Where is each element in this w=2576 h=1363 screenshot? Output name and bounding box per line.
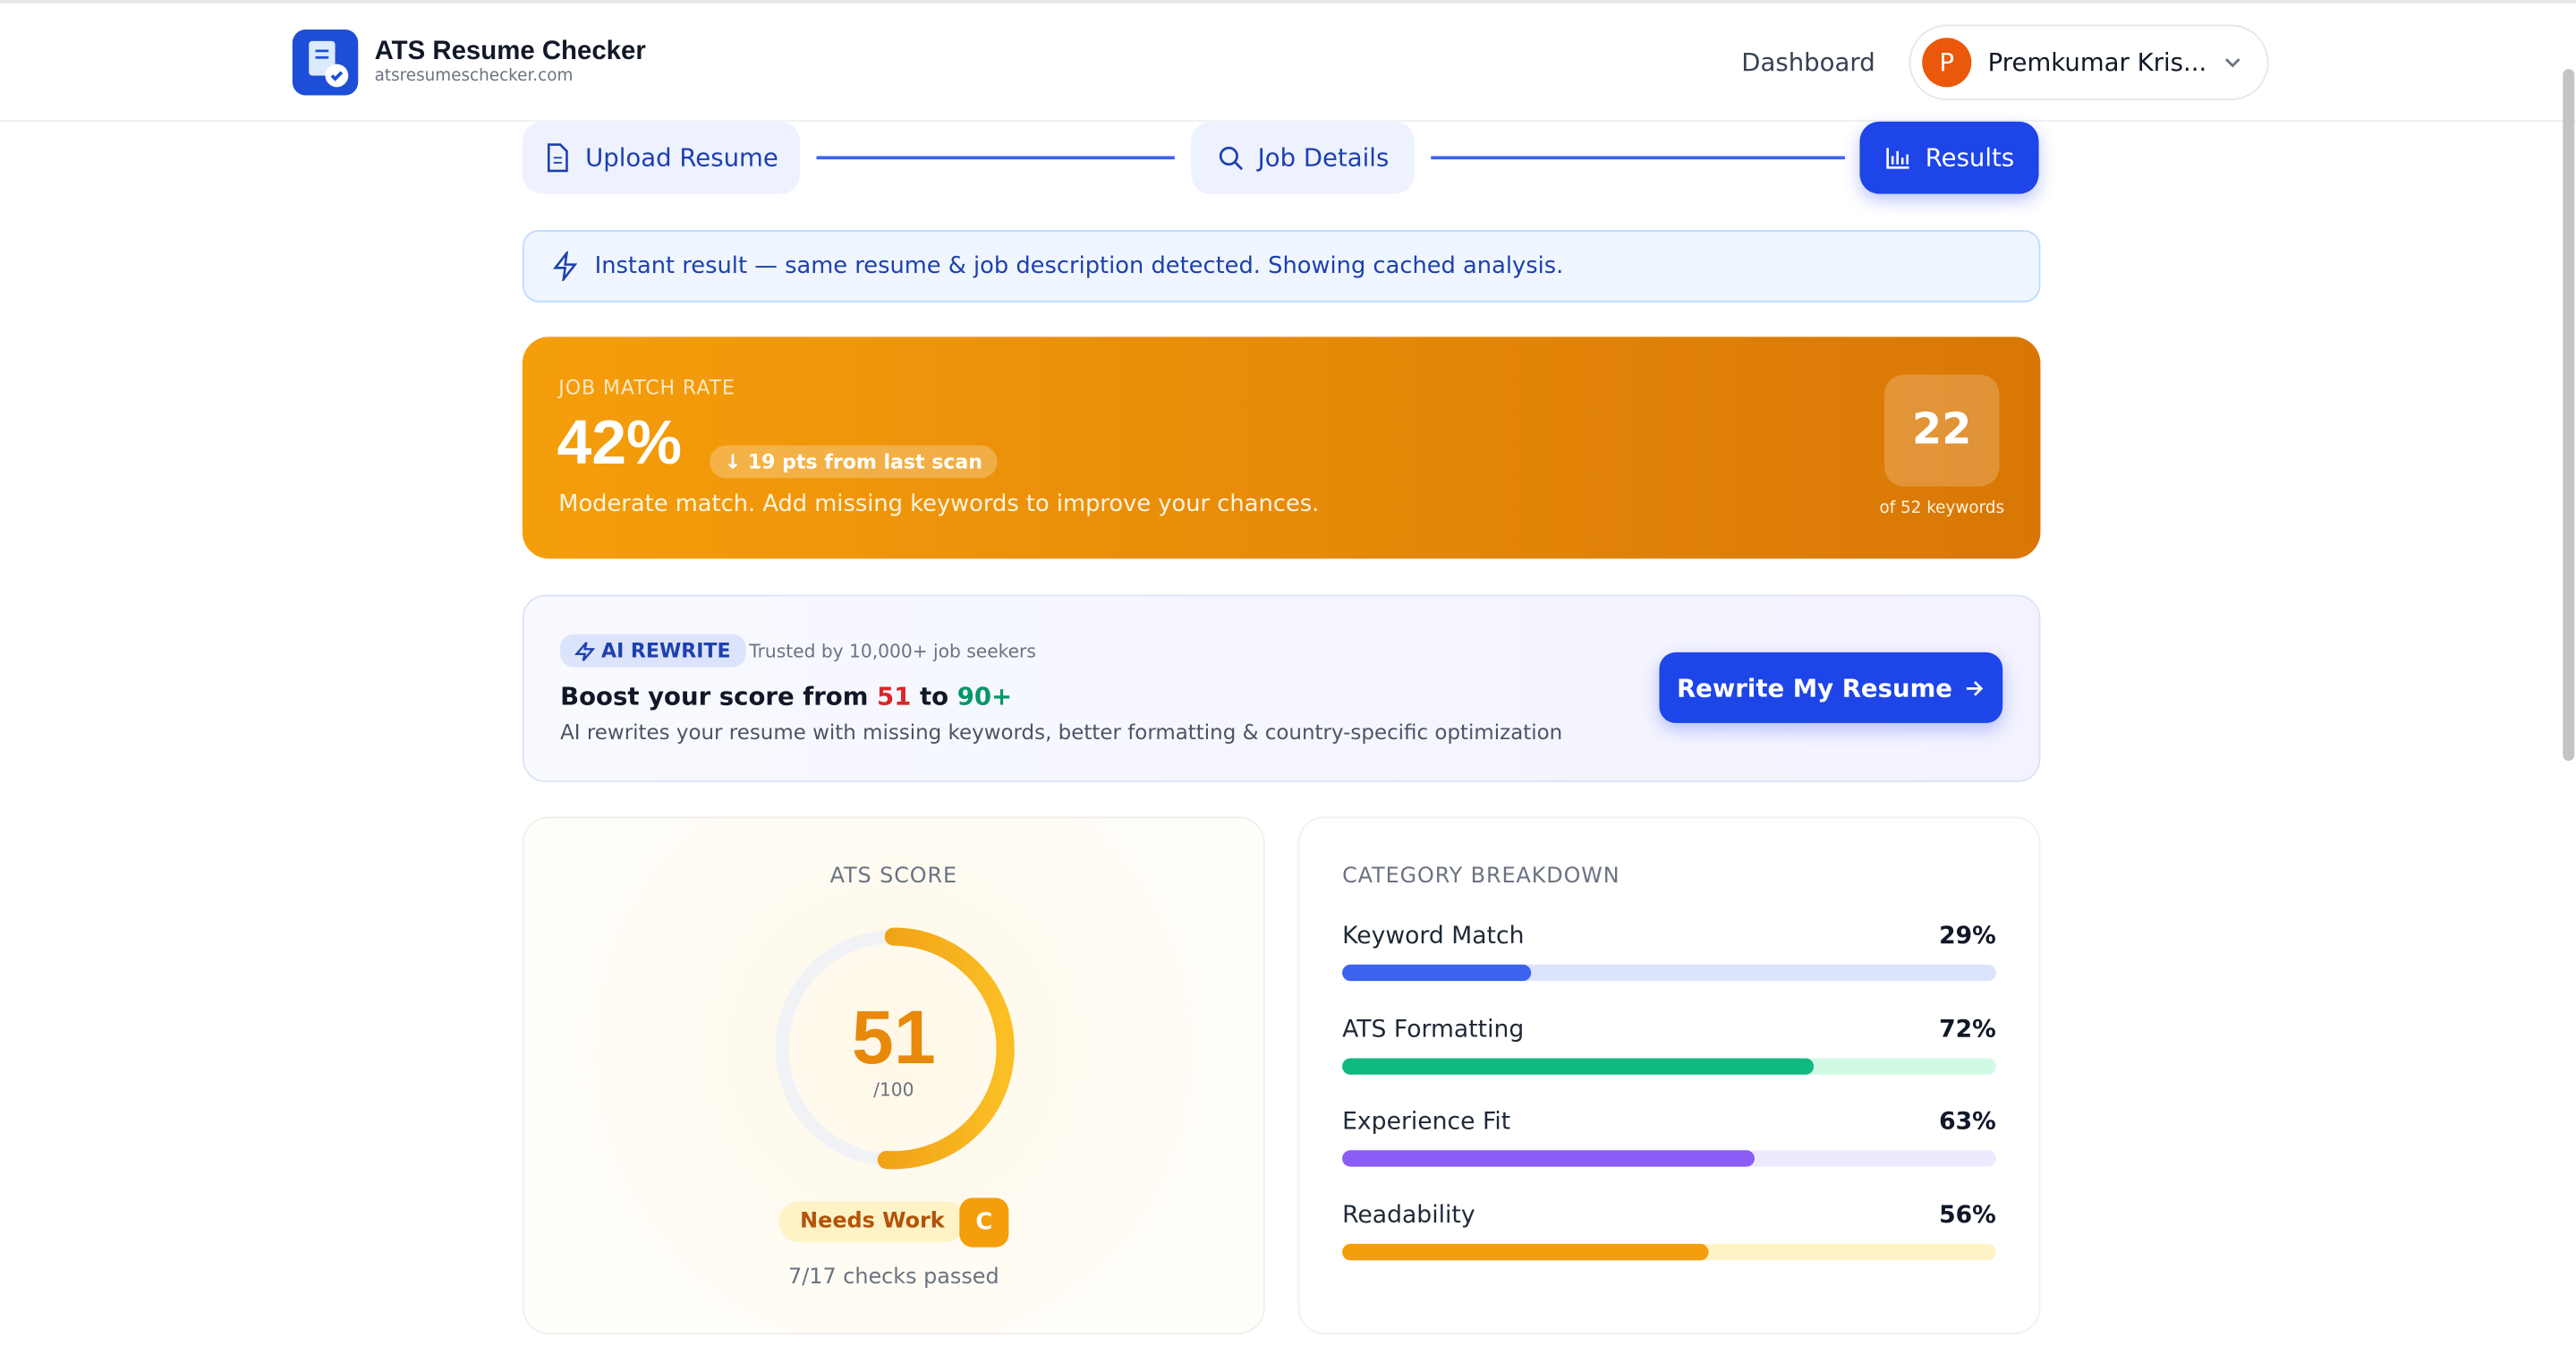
category-value: 29% (1939, 923, 1996, 950)
arrow (1967, 680, 1984, 695)
match-rate: 42% (557, 409, 683, 479)
bar (1342, 1243, 1709, 1260)
step-job[interactable]: Job Details (1191, 121, 1415, 194)
button-text: Rewrite My Resume (1676, 672, 1952, 703)
category-value: 56% (1939, 1202, 1996, 1229)
step-connector (816, 156, 1175, 160)
bar-track (1342, 1150, 1996, 1167)
breakdown-title: CATEGORY BREAKDOWN (1342, 864, 1620, 890)
scrollbar[interactable] (2563, 69, 2575, 762)
bar-track (1342, 1243, 1996, 1260)
icon (548, 143, 569, 173)
category-value: 63% (1939, 1109, 1996, 1136)
match-message: Moderate match. Add missing keywords to … (558, 490, 1320, 518)
ats-score: 51 (851, 993, 936, 1080)
category-name: ATS Formatting (1342, 1016, 1525, 1044)
bar (1342, 964, 1532, 982)
user-name: Premkumar Kris... (1987, 47, 2207, 78)
brand-domain: atsresumeschecker.com (374, 67, 574, 86)
logo-icon (309, 40, 349, 88)
text: Boost your score from (560, 681, 869, 712)
keywords-total: of 52 keywords (1879, 499, 2005, 518)
rewrite-card: AI REWRITE Trusted by 10,000+ job seeker… (522, 594, 2041, 782)
score-to: 90+ (956, 681, 1013, 712)
avatar: P (1922, 38, 1972, 88)
nav-dashboard[interactable]: Dashboard (1741, 47, 1875, 78)
ats-title: ATS SCORE (829, 864, 958, 890)
breakdown-card: CATEGORY BREAKDOWN Keyword Match 29% ATS F… (1297, 816, 2041, 1334)
top-edge (0, 0, 2576, 4)
ats-max: /100 (873, 1079, 914, 1102)
headline: Boost your score from 51 to 90+ (560, 682, 1012, 711)
rewrite-button[interactable]: Rewrite My Resume (1659, 652, 2003, 723)
step-connector (1431, 156, 1845, 160)
icon (1219, 146, 1243, 171)
bar-track (1342, 1057, 1996, 1074)
gauge-arc (772, 927, 1015, 1170)
user-menu[interactable]: P Premkumar Kris... (1909, 24, 2269, 101)
notice: Instant result — same resume & job descr… (522, 230, 2041, 302)
category-name: Keyword Match (1342, 923, 1525, 950)
grade: C (959, 1197, 1009, 1248)
score-from: 51 (877, 681, 912, 712)
icon (1886, 148, 1909, 169)
bar-track (1342, 964, 1996, 982)
bar (1342, 1057, 1814, 1074)
bolt (552, 251, 578, 281)
header-border (0, 120, 2576, 122)
step-label: Job Details (1257, 142, 1390, 173)
match-label: JOB MATCH RATE (558, 376, 735, 400)
category-value: 72% (1939, 1016, 1996, 1044)
trust: Trusted by 10,000+ job seekers (749, 641, 1036, 662)
category-name: Experience Fit (1342, 1109, 1511, 1136)
brand: ATS Resume Checker (374, 38, 646, 66)
chevron (2224, 58, 2240, 68)
ats-card: ATS SCORE 51 /100 Needs Work C 7/17 chec… (522, 816, 1265, 1334)
gauge (772, 927, 1015, 1170)
logo[interactable] (292, 30, 359, 96)
step-upload[interactable]: Upload Resume (522, 121, 801, 194)
step-label: Results (1925, 142, 2015, 173)
keywords-matched: 22 (1884, 374, 2000, 487)
status: Needs Work (778, 1201, 966, 1243)
category-name: Readability (1342, 1202, 1475, 1229)
match-card: JOB MATCH RATE 42% ↓ 19 pts from last sc… (522, 336, 2041, 559)
checks: 7/17 checks passed (788, 1265, 999, 1291)
match-change: ↓ 19 pts from last scan (710, 445, 998, 479)
bolt (574, 641, 595, 660)
step-label: Upload Resume (585, 142, 778, 173)
bar (1342, 1150, 1755, 1167)
description: AI rewrites your resume with missing key… (560, 720, 1563, 745)
notice-text: Instant result — same resume & job descr… (594, 252, 1564, 280)
badge-text: AI REWRITE (601, 639, 731, 662)
step-results[interactable]: Results (1859, 121, 2039, 194)
rewrite-badge: AI REWRITE (560, 634, 746, 668)
text: to (919, 681, 949, 712)
